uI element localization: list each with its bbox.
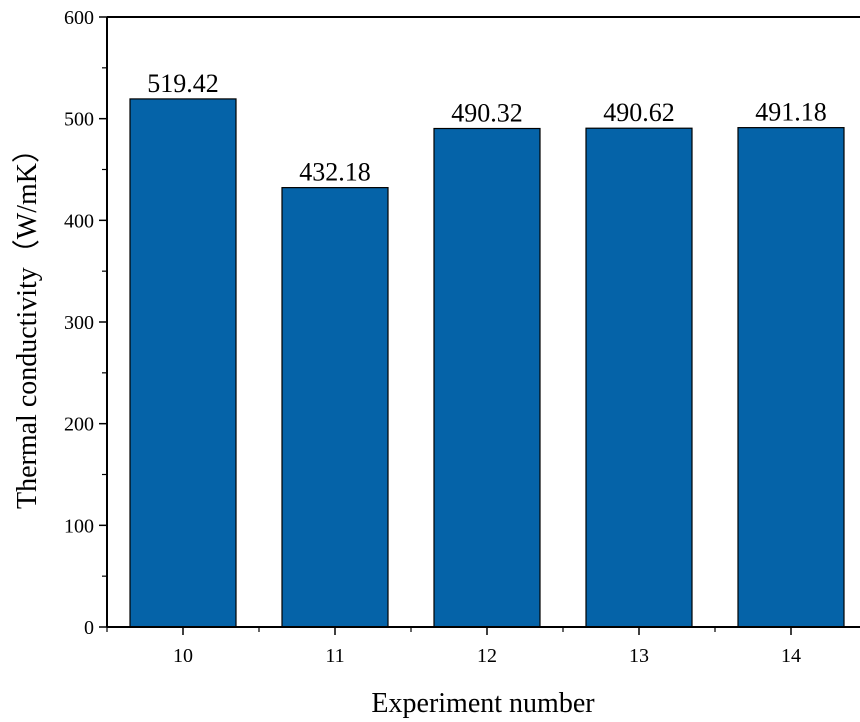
bars-group: [129, 98, 845, 628]
x-tick-label-14: 14: [781, 645, 801, 667]
bar-13: [585, 127, 693, 628]
data-label-12: 490.32: [451, 99, 523, 128]
x-tick-label-13: 13: [629, 645, 649, 667]
x-axis-title: Experiment number: [371, 688, 595, 719]
x-axis-ticks: 10 11 12 13 14: [106, 627, 801, 667]
x-tick-label-11: 11: [325, 645, 344, 667]
data-label-14: 491.18: [755, 98, 827, 127]
y-tick-label-400: 400: [64, 210, 94, 232]
bar-11: [281, 187, 389, 628]
bar-12: [433, 127, 541, 628]
y-tick-label-0: 0: [84, 617, 94, 639]
bar-10: [129, 98, 237, 628]
y-axis-title: Thermal conductivity（W/mK）: [11, 135, 43, 509]
data-labels-group: 519.42 432.18 490.32 490.62 491.18: [147, 69, 827, 187]
y-tick-label-500: 500: [64, 109, 94, 131]
bar-14: [737, 127, 845, 628]
x-tick-label-12: 12: [477, 645, 497, 667]
y-tick-label-300: 300: [64, 312, 94, 334]
y-tick-label-100: 100: [64, 515, 94, 537]
data-label-10: 519.42: [147, 69, 219, 98]
y-tick-label-600: 600: [64, 7, 94, 29]
y-axis-ticks: 0 100 200 300 400 500 600: [64, 7, 107, 639]
y-tick-label-200: 200: [64, 414, 94, 436]
data-label-11: 432.18: [299, 158, 371, 187]
x-tick-label-10: 10: [173, 645, 193, 667]
data-label-13: 490.62: [603, 98, 675, 127]
